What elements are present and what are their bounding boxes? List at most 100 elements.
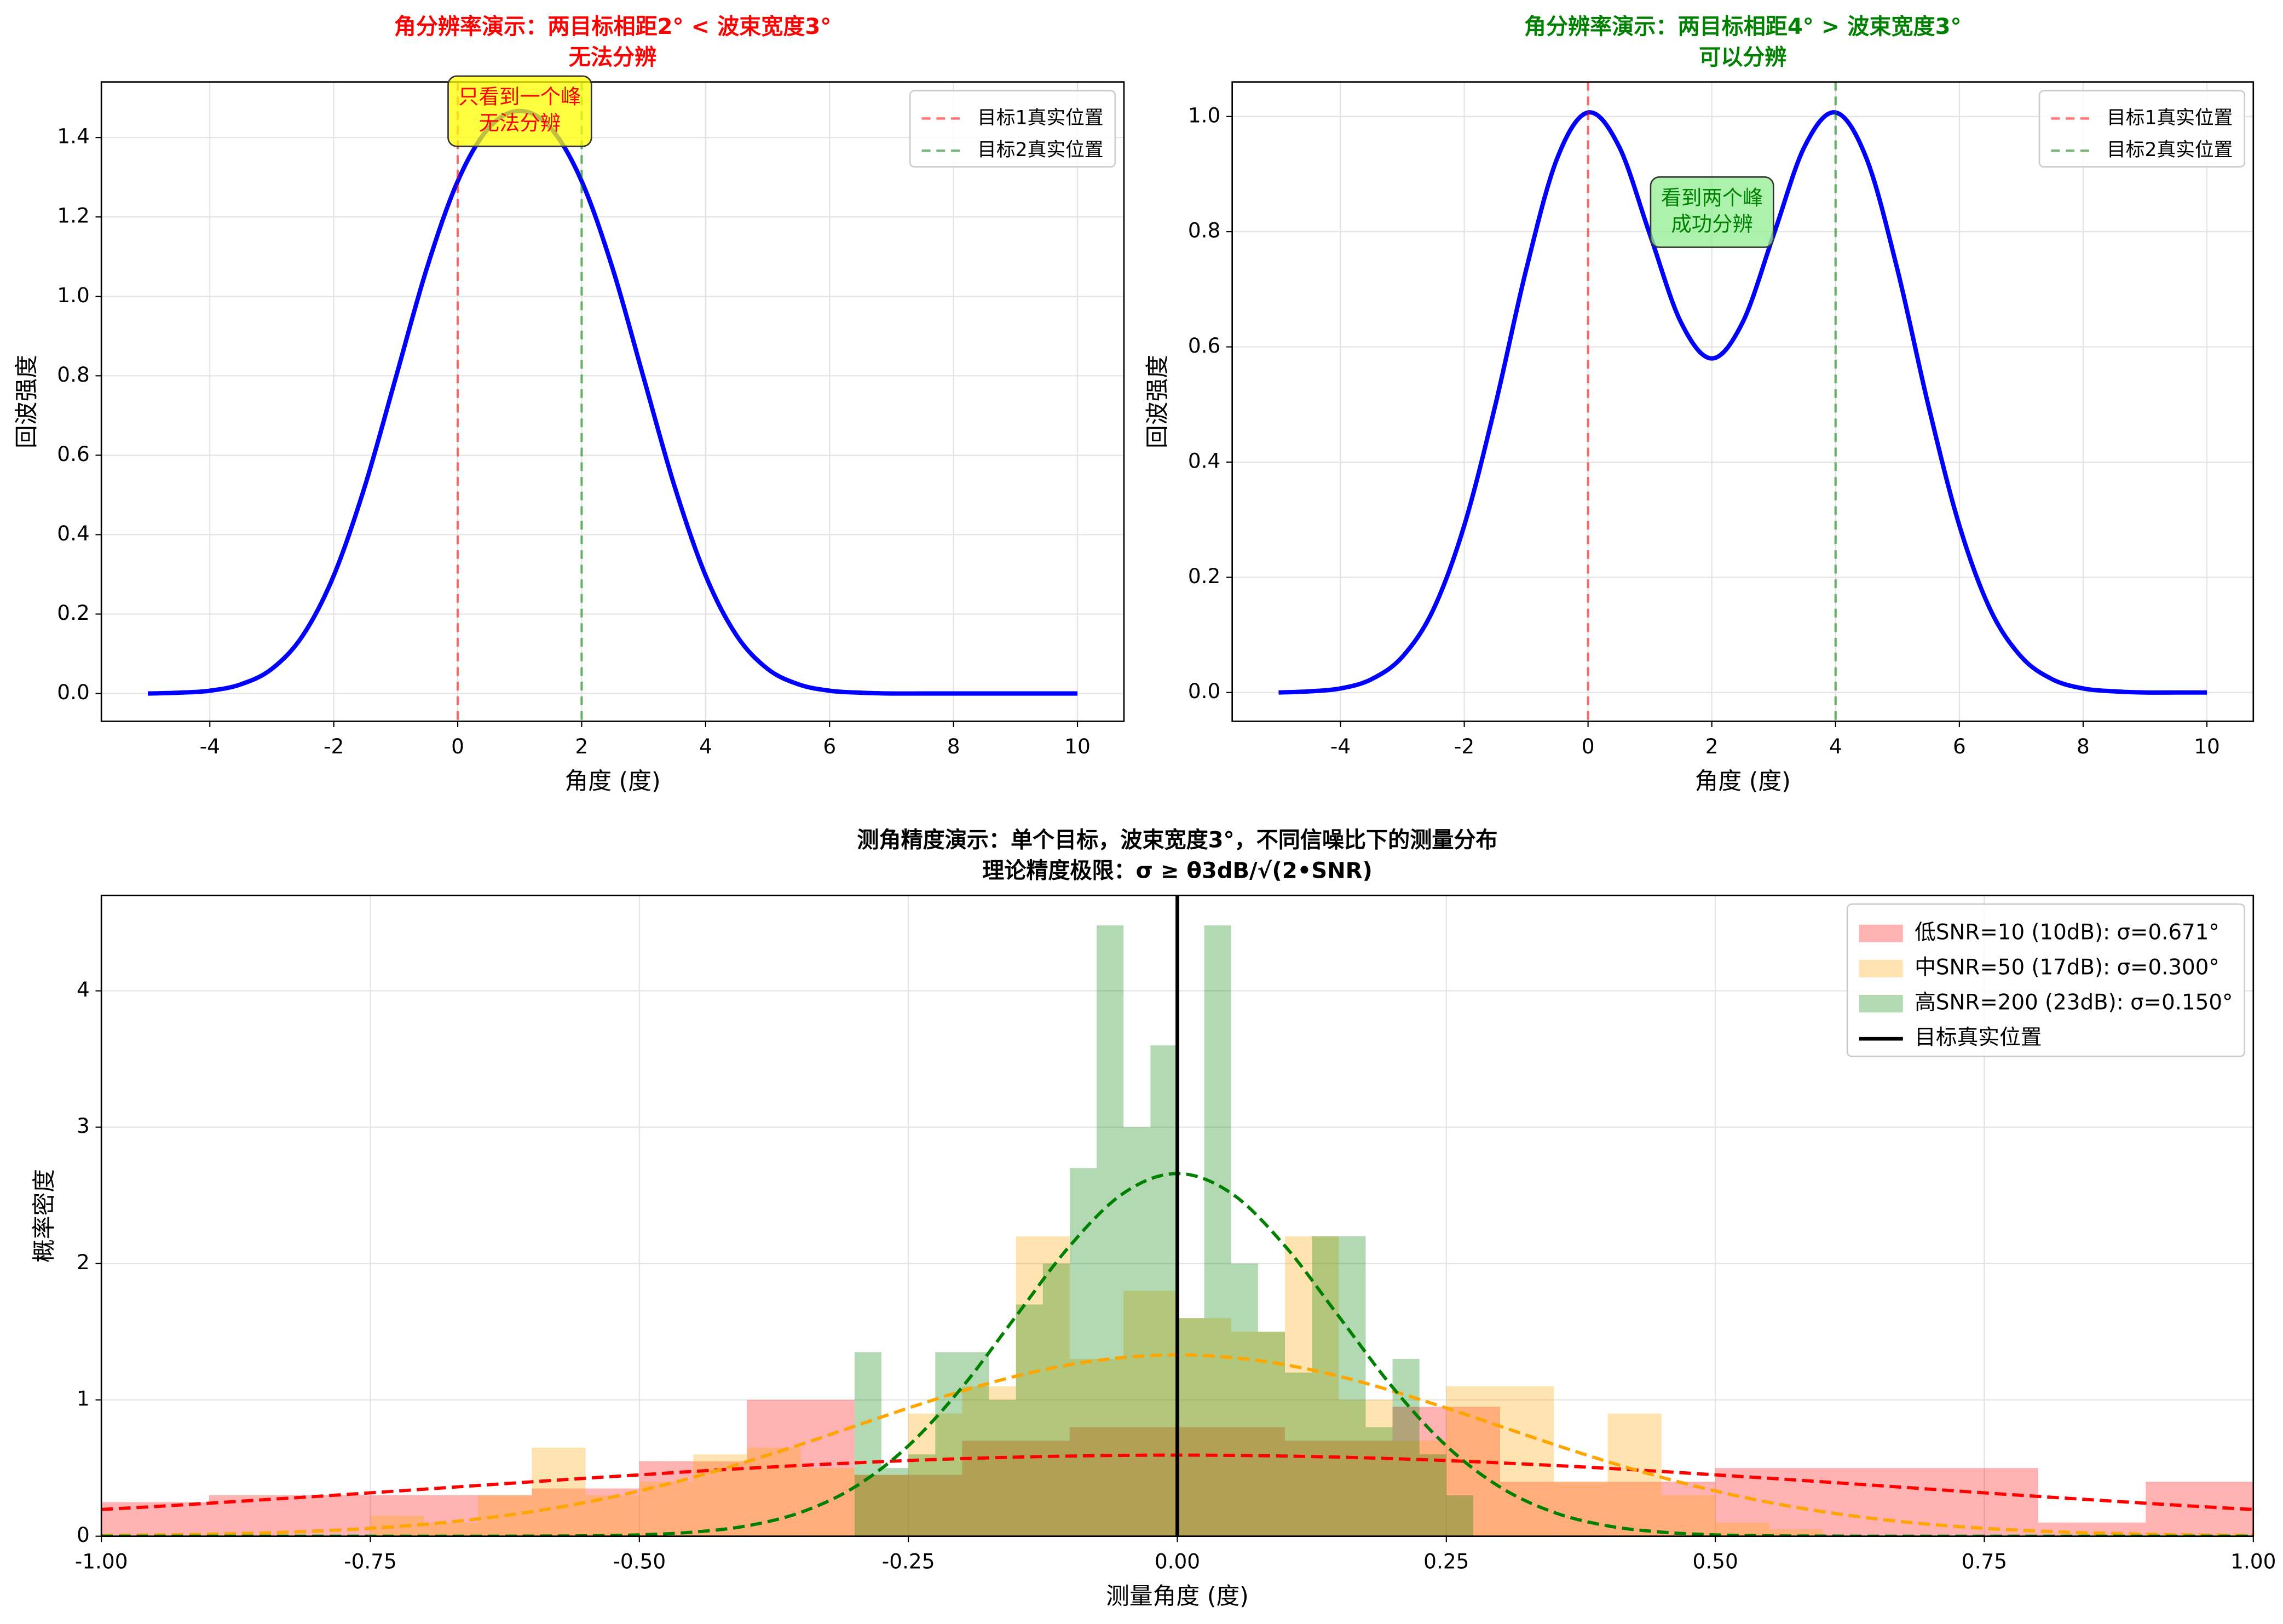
line [1278, 110, 2207, 695]
y-tick-label: 4 [77, 977, 90, 1001]
legend-swatch [1859, 959, 1903, 977]
x-tick-label: 0.25 [1423, 1549, 1469, 1573]
x-axis-label: 角度 (度) [564, 768, 660, 795]
legend-frame [1846, 903, 2246, 1057]
y-tick-label: 0.8 [57, 362, 89, 387]
legend-swatch [1859, 924, 1903, 942]
y-tick-label: 1.4 [57, 124, 89, 148]
histogram-bar [1284, 1372, 1312, 1536]
histogram-bar [935, 1352, 962, 1536]
histogram-bar [1042, 1263, 1070, 1536]
x-tick-label: 8 [947, 734, 960, 758]
histogram-bar [854, 1475, 909, 1536]
x-tick-label: -0.25 [882, 1549, 935, 1573]
y-tick-label: 2 [77, 1250, 90, 1274]
chart-title: 可以分辨 [1699, 45, 1786, 70]
chart-title: 角分辨率演示：两目标相距2° < 波束宽度3° [394, 14, 832, 39]
histogram-bar [1419, 1454, 1446, 1536]
histogram-bar [1069, 1427, 1178, 1536]
histogram-bar [1715, 1522, 1769, 1536]
histogram-bar [1097, 925, 1124, 1536]
legend-frame [909, 90, 1116, 168]
y-tick-label: 1.0 [57, 283, 89, 307]
histogram-bar [908, 1413, 962, 1536]
legend: 低SNR=10 (10dB): σ=0.671° 中SNR=50 (17dB): … [1846, 903, 2246, 1057]
y-tick-label: 0.6 [1188, 333, 1220, 358]
legend-swatch [1859, 995, 1903, 1013]
x-tick-label: 10 [2194, 734, 2220, 758]
y-tick-label: 1 [77, 1386, 90, 1410]
histogram-bar [854, 1352, 882, 1536]
y-tick-label: 0.4 [57, 521, 89, 545]
histogram-bar [1392, 1358, 1420, 1536]
histogram-bar [532, 1447, 586, 1536]
chart-title: 测角精度演示：单个目标，波束宽度3°，不同信噪比下的测量分布 [857, 827, 1497, 853]
histogram-bar [989, 1400, 1016, 1536]
histogram-bar [1823, 1468, 1931, 1536]
legend-label: 目标1真实位置 [2107, 107, 2233, 129]
annotation-text: 看到两个峰 [1661, 186, 1763, 210]
x-tick-label: -0.50 [613, 1549, 666, 1573]
x-tick-label: -1.00 [75, 1549, 128, 1573]
annotation-text: 成功分辨 [1671, 212, 1753, 236]
legend-label: 目标真实位置 [1915, 1026, 2042, 1050]
x-tick-label: 10 [1064, 734, 1091, 758]
x-tick-label: 0.75 [1962, 1549, 2007, 1573]
chart-title: 角分辨率演示：两目标相距4° > 波束宽度3° [1524, 14, 1962, 39]
y-tick-label: 0.2 [1188, 564, 1220, 588]
histogram-bar [639, 1482, 694, 1536]
histogram-bar [2146, 1482, 2253, 1536]
y-tick-label: 0.0 [57, 680, 89, 704]
histogram-bar [1016, 1304, 1043, 1536]
histogram-bar [1123, 1127, 1151, 1536]
legend-frame [2038, 90, 2246, 168]
x-tick-label: -0.75 [344, 1549, 397, 1573]
x-axis-label: 角度 (度) [1695, 768, 1791, 795]
histogram-bar [1339, 1236, 1366, 1536]
plot-area [101, 895, 2253, 1536]
x-tick-label: 4 [1829, 734, 1842, 758]
axes-frame [100, 81, 1125, 722]
x-tick-label: 1.00 [2230, 1549, 2276, 1573]
axes-frame [1231, 81, 2255, 722]
histogram-bar [1016, 1236, 1070, 1536]
histogram-bar [1231, 1332, 1285, 1536]
legend-label: 目标2真实位置 [2107, 139, 2233, 161]
histogram-bar [1177, 1318, 1204, 1536]
histogram-bar [532, 1488, 639, 1536]
histogram-bar [1554, 1482, 1608, 1536]
histogram-bar [1312, 1236, 1339, 1536]
legend-label: 低SNR=10 (10dB): σ=0.671° [1915, 920, 2219, 945]
histogram-bar [1661, 1495, 1716, 1536]
histogram-bar [424, 1522, 478, 1536]
histogram-bar [370, 1516, 424, 1536]
x-tick-label: 0.00 [1155, 1549, 1200, 1573]
histogram-bar [1258, 1332, 1285, 1536]
chart-title: 无法分辨 [569, 45, 656, 70]
histogram-bar [1392, 1441, 1446, 1536]
histogram-bar [1284, 1236, 1339, 1536]
plot-area [1278, 82, 2207, 722]
x-tick-label: 2 [1705, 734, 1719, 758]
x-tick-label: -4 [200, 734, 220, 758]
x-tick-label: 6 [1953, 734, 1966, 758]
x-axis-label: 测量角度 (度) [1106, 1582, 1249, 1610]
y-tick-label: 0.4 [1188, 448, 1220, 473]
y-tick-label: 1.2 [57, 204, 89, 228]
histogram-bar [1069, 1358, 1124, 1536]
y-tick-label: 0.8 [1188, 218, 1220, 243]
annotation-box [1650, 176, 1774, 248]
chart-title: 理论精度极限：σ ≥ θ3dB/√(2•SNR) [982, 859, 1373, 884]
y-tick-label: 0.0 [1188, 679, 1220, 703]
x-tick-label: 0.50 [1692, 1549, 1738, 1573]
histogram-bar [1930, 1468, 2038, 1536]
annotation-text: 只看到一个峰 [458, 85, 581, 109]
plot-area [147, 82, 1078, 722]
histogram-bar [1231, 1263, 1258, 1536]
legend-label: 目标2真实位置 [977, 139, 1103, 161]
x-tick-label: 8 [2077, 734, 2090, 758]
histogram-bar [854, 1475, 962, 1536]
histogram-bar [1392, 1407, 1501, 1536]
